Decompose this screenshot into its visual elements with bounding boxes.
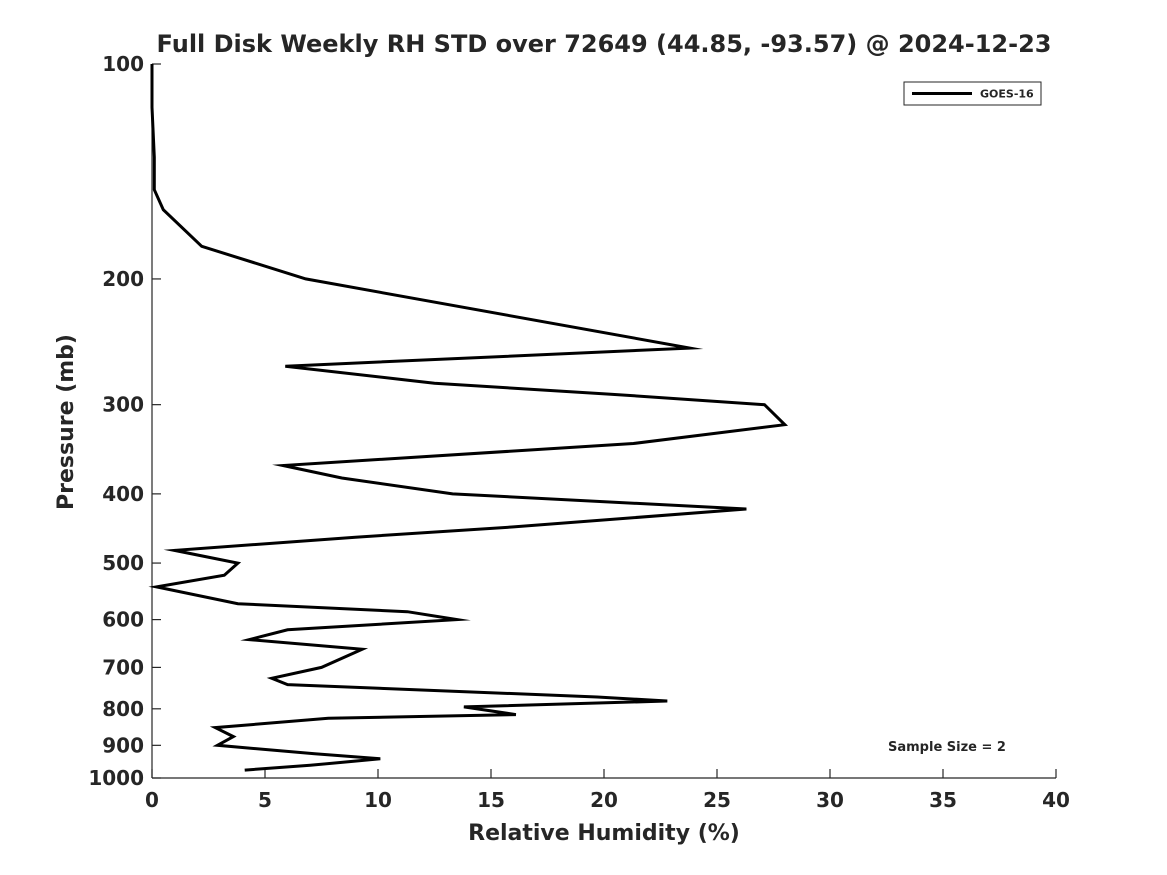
series-line-goes16 (148, 64, 789, 772)
x-tick-label: 5 (258, 788, 272, 812)
y-tick-label: 400 (102, 482, 144, 506)
legend: GOES-16 (903, 81, 1042, 106)
x-ticks: 0 5 10 15 20 25 30 35 40 (145, 769, 1070, 812)
y-tick-label: 800 (102, 697, 144, 721)
sample-size-annotation: Sample Size = 2 (888, 740, 1006, 755)
y-tick-label: 300 (102, 393, 144, 417)
x-tick-label: 30 (816, 788, 844, 812)
y-tick-label: 600 (102, 608, 144, 632)
x-tick-label: 25 (703, 788, 731, 812)
x-axis-label: Relative Humidity (%) (468, 821, 740, 846)
y-tick-label: 100 (102, 52, 144, 76)
y-tick-label: 900 (102, 733, 144, 757)
legend-box (903, 81, 1042, 106)
legend-label-goes16: GOES-16 (980, 88, 1034, 101)
x-tick-label: 10 (364, 788, 392, 812)
x-tick-label: 40 (1042, 788, 1070, 812)
y-tick-label: 200 (102, 267, 144, 291)
x-tick-label: 20 (590, 788, 618, 812)
x-tick-label: 35 (929, 788, 957, 812)
x-tick-label: 15 (477, 788, 505, 812)
y-tick-label: 500 (102, 551, 144, 575)
y-ticks: 100 200 300 400 500 600 700 800 900 1000 (88, 52, 161, 790)
chart-title: Full Disk Weekly RH STD over 72649 (44.8… (157, 30, 1052, 58)
series-group (148, 64, 789, 772)
y-tick-label: 700 (102, 655, 144, 679)
y-axis-label: Pressure (mb) (54, 334, 79, 510)
y-tick-label: 1000 (88, 766, 144, 790)
x-tick-label: 0 (145, 788, 159, 812)
